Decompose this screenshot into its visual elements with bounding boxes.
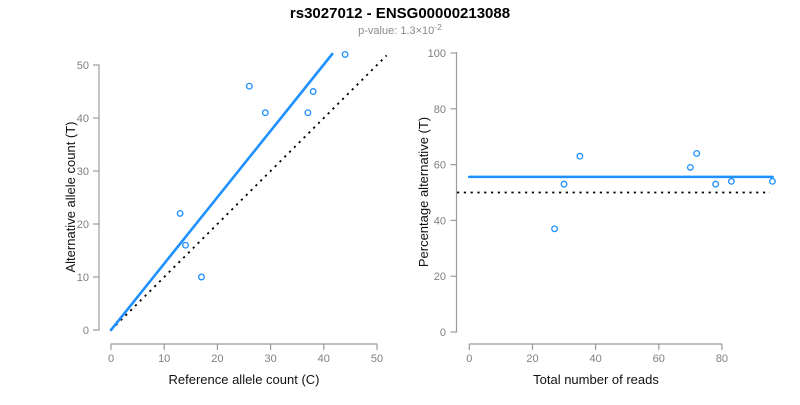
right-y-axis-title: Percentage alternative (T) <box>416 117 431 267</box>
left-y-axis-title: Alternative allele count (T) <box>63 121 78 272</box>
y-tick-label: 0 <box>83 325 89 337</box>
page-title: rs3027012 - ENSG00000213088 <box>290 5 510 22</box>
y-tick-label: 40 <box>77 113 89 125</box>
y-tick-label: 20 <box>434 271 446 283</box>
x-tick-label: 80 <box>716 353 728 365</box>
p-value-exponent: -2 <box>434 22 442 32</box>
data-point <box>309 88 317 95</box>
y-tick-label: 60 <box>434 160 446 172</box>
data-point <box>769 177 776 185</box>
x-tick-label: 60 <box>653 353 665 365</box>
p-value-subtitle: p-value: 1.3×10-2 <box>358 22 442 37</box>
y-tick-label: 10 <box>77 272 89 284</box>
x-tick-label: 30 <box>264 353 276 365</box>
y-tick-label: 50 <box>77 60 89 72</box>
x-tick-label: 20 <box>211 353 223 365</box>
y-tick-label: 0 <box>440 327 446 339</box>
x-tick-label: 40 <box>589 353 601 365</box>
data-point <box>341 50 349 58</box>
data-point <box>693 149 701 157</box>
left-chart: Reference allele count (C) Alternative a… <box>63 50 388 387</box>
y-tick-label: 30 <box>77 166 89 178</box>
x-tick-label: 0 <box>108 353 114 365</box>
data-point <box>261 109 269 117</box>
left-x-axis-title: Reference allele count (C) <box>168 372 319 387</box>
data-point <box>686 163 694 171</box>
x-tick-label: 40 <box>318 353 330 365</box>
y-tick-label: 40 <box>434 215 446 227</box>
data-point <box>560 180 568 188</box>
data-point <box>245 82 253 90</box>
x-tick-label: 10 <box>158 353 170 365</box>
data-point <box>176 209 184 217</box>
x-tick-label: 20 <box>526 353 538 365</box>
y-tick-label: 20 <box>77 219 89 231</box>
data-point <box>304 109 312 117</box>
data-point <box>197 273 205 281</box>
data-point <box>576 152 584 160</box>
x-tick-label: 0 <box>466 353 472 365</box>
p-value-text: p-value: 1.3×10 <box>358 25 434 37</box>
data-point <box>712 180 720 188</box>
y-tick-label: 80 <box>434 104 446 116</box>
right-x-axis-title: Total number of reads <box>533 372 659 387</box>
y-tick-label: 100 <box>428 48 446 60</box>
data-point <box>551 225 559 233</box>
data-point <box>182 241 189 249</box>
x-tick-label: 50 <box>371 353 383 365</box>
reference-line <box>110 54 388 331</box>
data-point <box>727 177 735 185</box>
fit-line <box>109 52 334 332</box>
right-chart: Total number of reads Percentage alterna… <box>416 48 776 387</box>
